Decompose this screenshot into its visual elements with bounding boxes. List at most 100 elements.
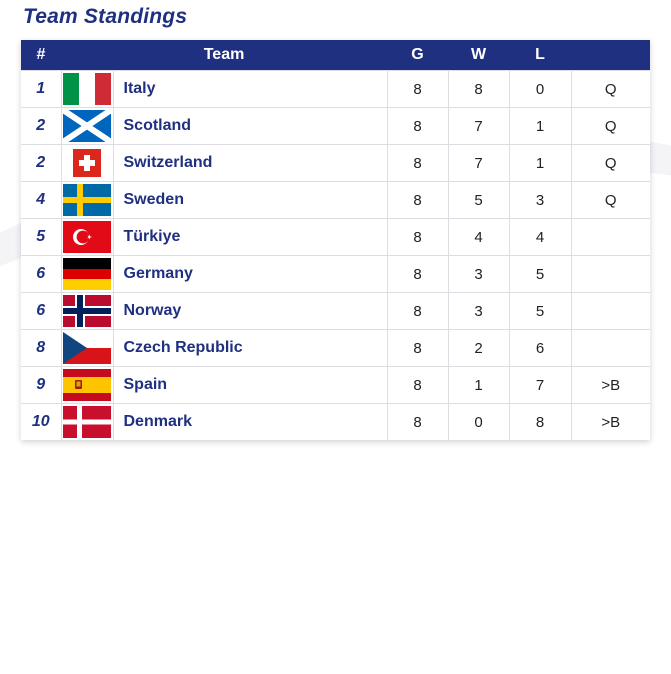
table-row[interactable]: 10 Denmark 8 0 8 >B bbox=[21, 403, 651, 440]
status-cell: Q bbox=[570, 107, 651, 145]
spain-flag-icon bbox=[63, 369, 111, 401]
wins-cell: 4 bbox=[447, 218, 510, 256]
rank-cell: 2 bbox=[21, 144, 61, 182]
games-cell: 8 bbox=[386, 255, 449, 293]
table-row[interactable]: 8 Czech Republic 8 2 6 bbox=[21, 329, 651, 367]
wins-cell: 2 bbox=[447, 329, 510, 367]
table-row[interactable]: 2 Switzerland 8 7 1 Q bbox=[21, 144, 651, 182]
team-name-cell[interactable]: Italy bbox=[112, 70, 388, 108]
status-cell: >B bbox=[570, 403, 651, 440]
status-column-header bbox=[571, 40, 651, 71]
games-cell: 8 bbox=[386, 107, 449, 145]
losses-cell: 7 bbox=[508, 366, 572, 404]
team-name-cell[interactable]: Sweden bbox=[112, 181, 388, 219]
team-name-cell[interactable]: Spain bbox=[112, 366, 388, 404]
team-name-cell[interactable]: Scotland bbox=[112, 107, 388, 145]
games-cell: 8 bbox=[386, 144, 449, 182]
table-header: # Team G W L bbox=[21, 40, 651, 71]
flag-cell bbox=[60, 181, 113, 219]
status-cell bbox=[570, 218, 651, 256]
table-row[interactable]: 2 Scotland 8 7 1 Q bbox=[21, 107, 651, 145]
table-row[interactable]: 5 Türkiye 8 4 4 bbox=[21, 218, 651, 256]
games-cell: 8 bbox=[386, 329, 449, 367]
wins-cell: 1 bbox=[447, 366, 510, 404]
table-row[interactable]: 6 Germany 8 3 5 bbox=[21, 255, 651, 293]
losses-cell: 4 bbox=[508, 218, 572, 256]
rank-cell: 6 bbox=[21, 255, 61, 293]
losses-cell: 5 bbox=[508, 255, 572, 293]
switzerland-flag-icon bbox=[63, 147, 111, 179]
games-cell: 8 bbox=[386, 403, 449, 440]
rank-column-header[interactable]: # bbox=[21, 40, 61, 71]
wins-cell: 5 bbox=[447, 181, 510, 219]
germany-flag-icon bbox=[63, 258, 111, 290]
team-name-cell[interactable]: Germany bbox=[112, 255, 388, 293]
status-cell bbox=[570, 255, 651, 293]
rank-cell: 1 bbox=[21, 70, 61, 108]
rank-cell: 8 bbox=[21, 329, 61, 367]
losses-cell: 6 bbox=[508, 329, 572, 367]
losses-column-header[interactable]: L bbox=[509, 40, 572, 71]
wins-cell: 7 bbox=[447, 144, 510, 182]
games-cell: 8 bbox=[386, 366, 449, 404]
team-name-cell[interactable]: Denmark bbox=[112, 403, 388, 440]
table-row[interactable]: 1 Italy 8 8 0 Q bbox=[21, 70, 651, 108]
denmark-flag-icon bbox=[63, 406, 111, 438]
flag-cell bbox=[60, 218, 113, 256]
scotland-flag-icon bbox=[63, 110, 111, 142]
flag-cell bbox=[60, 255, 113, 293]
games-cell: 8 bbox=[386, 218, 449, 256]
team-column-header[interactable]: Team bbox=[61, 40, 388, 71]
team-name-cell[interactable]: Norway bbox=[112, 292, 388, 330]
table-row[interactable]: 9 Spain 8 1 7 >B bbox=[21, 366, 651, 404]
status-cell bbox=[570, 329, 651, 367]
team-name-cell[interactable]: Türkiye bbox=[112, 218, 388, 256]
flag-cell bbox=[60, 292, 113, 330]
flag-cell bbox=[60, 144, 113, 182]
standings-table: # Team G W L 1 Italy 8 8 0 Q 2 bbox=[21, 40, 651, 440]
wins-cell: 3 bbox=[447, 292, 510, 330]
status-cell: Q bbox=[570, 144, 651, 182]
losses-cell: 1 bbox=[508, 144, 572, 182]
games-cell: 8 bbox=[386, 181, 449, 219]
losses-cell: 8 bbox=[508, 403, 572, 440]
turkiye-flag-icon bbox=[63, 221, 111, 253]
games-column-header[interactable]: G bbox=[387, 40, 449, 71]
wins-cell: 0 bbox=[447, 403, 510, 440]
table-body: 1 Italy 8 8 0 Q 2 Scotland 8 7 1 bbox=[21, 70, 651, 440]
flag-cell bbox=[60, 403, 113, 440]
italy-flag-icon bbox=[63, 73, 111, 105]
status-cell: Q bbox=[570, 181, 651, 219]
sweden-flag-icon bbox=[63, 184, 111, 216]
losses-cell: 1 bbox=[508, 107, 572, 145]
rank-cell: 5 bbox=[21, 218, 61, 256]
flag-cell bbox=[60, 107, 113, 145]
team-name-cell[interactable]: Switzerland bbox=[112, 144, 388, 182]
losses-cell: 3 bbox=[508, 181, 572, 219]
games-cell: 8 bbox=[386, 292, 449, 330]
wins-cell: 8 bbox=[447, 70, 510, 108]
rank-cell: 10 bbox=[21, 403, 61, 440]
rank-cell: 4 bbox=[21, 181, 61, 219]
wins-column-header[interactable]: W bbox=[448, 40, 510, 71]
wins-cell: 3 bbox=[447, 255, 510, 293]
status-cell: Q bbox=[570, 70, 651, 108]
status-cell bbox=[570, 292, 651, 330]
page-title: Team Standings bbox=[23, 5, 188, 28]
rank-cell: 2 bbox=[21, 107, 61, 145]
flag-cell bbox=[60, 329, 113, 367]
rank-cell: 9 bbox=[21, 366, 61, 404]
header-row: # Team G W L bbox=[21, 40, 651, 71]
wins-cell: 7 bbox=[447, 107, 510, 145]
czech-republic-flag-icon bbox=[63, 332, 111, 364]
rank-cell: 6 bbox=[21, 292, 61, 330]
games-cell: 8 bbox=[386, 70, 449, 108]
losses-cell: 5 bbox=[508, 292, 572, 330]
flag-cell bbox=[60, 366, 113, 404]
losses-cell: 0 bbox=[508, 70, 572, 108]
table-row[interactable]: 6 Norway 8 3 5 bbox=[21, 292, 651, 330]
team-name-cell[interactable]: Czech Republic bbox=[112, 329, 388, 367]
norway-flag-icon bbox=[63, 295, 111, 327]
status-cell: >B bbox=[570, 366, 651, 404]
table-row[interactable]: 4 Sweden 8 5 3 Q bbox=[21, 181, 651, 219]
